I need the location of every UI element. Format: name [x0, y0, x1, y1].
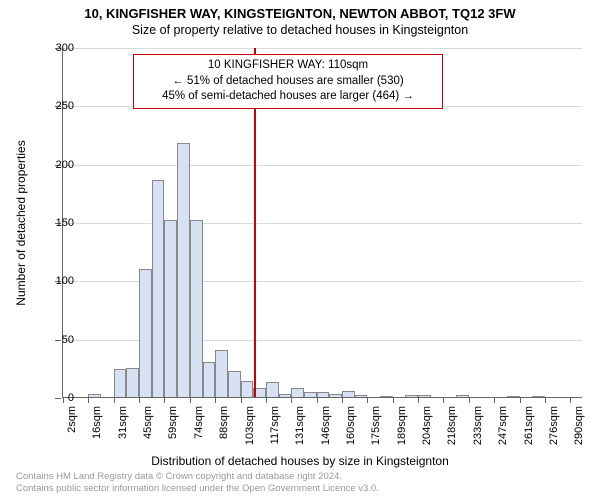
credit-line-2: Contains public sector information licen… [16, 483, 379, 494]
x-tick [443, 397, 444, 403]
x-axis-label: Distribution of detached houses by size … [0, 454, 600, 468]
x-tick-label: 146sqm [320, 406, 332, 445]
histogram-plot: 10 KINGFISHER WAY: 110sqm← 51% of detach… [62, 48, 582, 398]
page-address-title: 10, KINGFISHER WAY, KINGSTEIGNTON, NEWTO… [0, 0, 600, 21]
x-tick [266, 397, 267, 403]
y-tick-label: 100 [56, 275, 74, 287]
histogram-bar [241, 381, 254, 397]
y-tick-label: 200 [56, 159, 74, 171]
histogram-bar [355, 395, 368, 397]
x-tick-label: 103sqm [244, 406, 256, 445]
histogram-bar [126, 368, 139, 397]
y-tick-label: 150 [56, 217, 74, 229]
x-tick-label: 45sqm [142, 406, 154, 439]
histogram-bar [317, 392, 330, 397]
x-tick-label: 160sqm [345, 406, 357, 445]
histogram-bar [164, 220, 177, 397]
grid-line [63, 48, 582, 49]
x-tick-label: 233sqm [472, 406, 484, 445]
annotation-line-3: 45% of semi-detached houses are larger (… [144, 89, 432, 105]
x-tick [570, 397, 571, 403]
histogram-bar [190, 220, 203, 397]
histogram-bar [304, 392, 317, 397]
x-tick [164, 397, 165, 403]
histogram-bar [203, 362, 216, 397]
x-tick [114, 397, 115, 403]
x-tick [63, 397, 64, 403]
x-tick [342, 397, 343, 403]
x-tick-label: 131sqm [294, 406, 306, 445]
grid-line [63, 223, 582, 224]
x-tick-label: 247sqm [497, 406, 509, 445]
credit-text: Contains HM Land Registry data © Crown c… [16, 471, 379, 494]
annotation-box: 10 KINGFISHER WAY: 110sqm← 51% of detach… [133, 54, 443, 109]
y-tick [55, 398, 61, 399]
grid-line [63, 165, 582, 166]
x-tick-label: 2sqm [66, 406, 78, 433]
x-tick [190, 397, 191, 403]
x-tick [393, 397, 394, 403]
x-tick-label: 117sqm [269, 406, 281, 444]
y-tick-label: 50 [62, 334, 74, 346]
annotation-line-1: 10 KINGFISHER WAY: 110sqm [144, 58, 432, 74]
x-tick [520, 397, 521, 403]
histogram-bar [329, 394, 342, 398]
x-tick [291, 397, 292, 403]
x-tick-label: 189sqm [396, 406, 408, 445]
x-tick [367, 397, 368, 403]
x-tick-label: 31sqm [117, 406, 129, 439]
x-tick-label: 59sqm [167, 406, 179, 439]
y-tick [55, 340, 61, 341]
credit-line-1: Contains HM Land Registry data © Crown c… [16, 471, 379, 482]
histogram-bar [266, 382, 279, 397]
histogram-bar [456, 395, 469, 397]
histogram-bar [152, 180, 165, 397]
x-tick [139, 397, 140, 403]
x-tick [88, 397, 89, 403]
x-tick [494, 397, 495, 403]
histogram-bar [405, 395, 418, 397]
x-tick [418, 397, 419, 403]
histogram-bar [291, 388, 304, 397]
y-axis-label: Number of detached properties [14, 140, 28, 305]
x-tick [317, 397, 318, 403]
y-tick-label: 250 [56, 100, 74, 112]
histogram-bar [380, 396, 393, 397]
y-tick-label: 0 [68, 392, 74, 404]
histogram-bar [88, 394, 101, 398]
x-tick-label: 74sqm [193, 406, 205, 439]
page-subtitle: Size of property relative to detached ho… [0, 21, 600, 37]
y-tick-label: 300 [56, 42, 74, 54]
x-tick [241, 397, 242, 403]
histogram-bar [139, 269, 152, 397]
histogram-bar [532, 396, 545, 397]
histogram-bar [342, 391, 355, 397]
x-tick-label: 261sqm [523, 406, 535, 445]
histogram-bar [507, 396, 520, 397]
x-tick-label: 16sqm [91, 406, 103, 439]
x-tick-label: 88sqm [218, 406, 230, 439]
histogram-bar [418, 395, 431, 397]
x-tick [469, 397, 470, 403]
histogram-bar [228, 371, 241, 397]
histogram-bar [114, 369, 127, 397]
annotation-line-2: ← 51% of detached houses are smaller (53… [144, 74, 432, 90]
x-tick [545, 397, 546, 403]
histogram-bar [215, 350, 228, 397]
x-tick-label: 276sqm [548, 406, 560, 445]
x-tick-label: 218sqm [446, 406, 458, 445]
x-tick-label: 175sqm [370, 406, 382, 445]
histogram-bar [279, 394, 292, 398]
x-tick [215, 397, 216, 403]
x-tick-label: 290sqm [573, 406, 585, 445]
histogram-bar [177, 143, 190, 397]
x-tick-label: 204sqm [421, 406, 433, 445]
